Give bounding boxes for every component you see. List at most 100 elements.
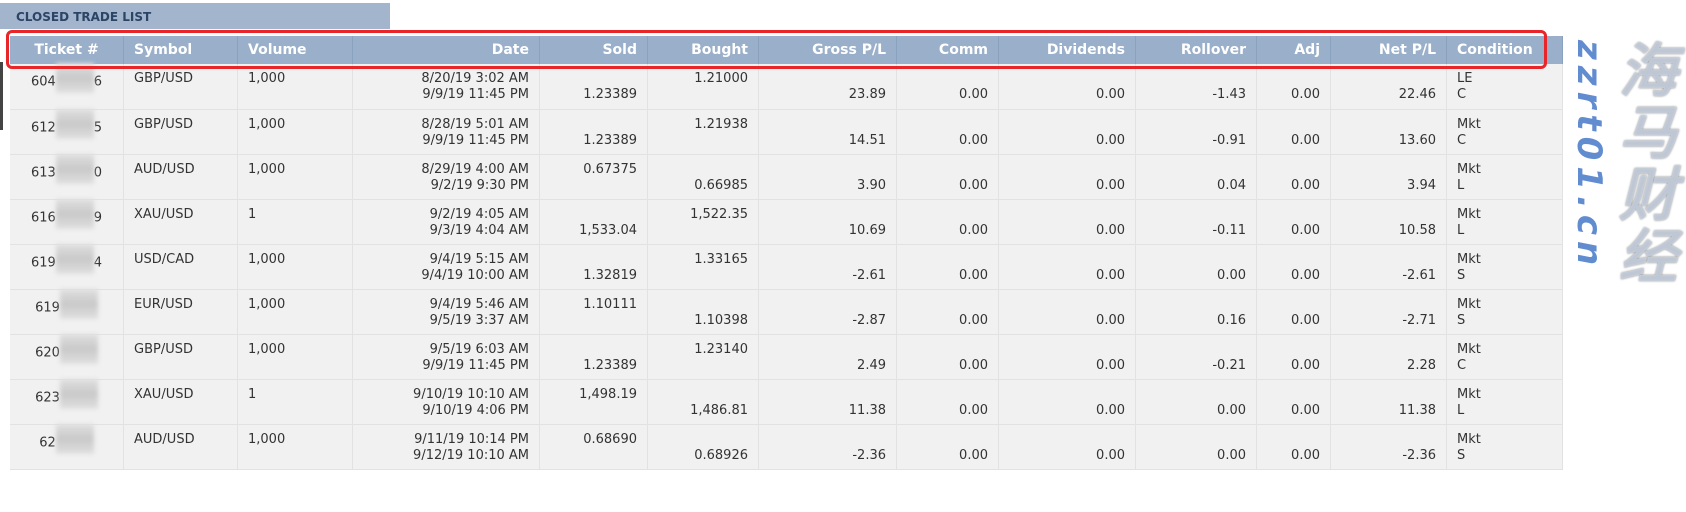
sold-cell: 1.32819 [539,244,648,290]
comm-cell: 0.00 [896,64,999,110]
volume-cell: 1,000 [237,109,353,155]
ticket-prefix: 62 [39,435,56,450]
col-adj[interactable]: Adj [1256,36,1331,64]
ticket-suffix: 5 [93,120,103,135]
table-row[interactable]: 619 EUR/USD 1,000 9/4/19 5:46 AM 9/5/19 3:37… [10,288,1563,335]
col-rollover[interactable]: Rollover [1135,36,1257,64]
col-sold[interactable]: Sold [539,36,648,64]
adj-cell: 0.00 [1256,334,1331,380]
bought-cell: 1.33165 [647,244,759,290]
condition-cell-line1: Mkt [1457,161,1481,177]
ticket-redaction [55,63,94,93]
condition-cell: Mkt L [1446,199,1563,245]
adj-cell-value: 0.00 [1291,402,1320,418]
ticket-suffix: 4 [93,255,103,270]
table-row[interactable]: 613 0 AUD/USD 1,000 8/29/19 4:00 AM 9/2/19 9:… [10,153,1563,200]
sold-cell-line2: 1.23389 [583,132,637,148]
sold-cell: 1.23389 [539,109,648,155]
col-dividends[interactable]: Dividends [998,36,1136,64]
volume-cell: 1,000 [237,64,353,110]
condition-cell-line1: Mkt [1457,206,1481,222]
date-cell-line2: 9/5/19 3:37 AM [429,312,529,328]
ticket-cell: 623 [10,378,124,425]
bought-cell-line2: 0.68926 [694,447,748,463]
table-row[interactable]: 620 GBP/USD 1,000 9/5/19 6:03 AM 9/9/19 11:4… [10,333,1563,380]
net-pl-cell: 11.38 [1330,379,1447,425]
col-comm[interactable]: Comm [896,36,999,64]
symbol-cell: XAU/USD [123,379,238,425]
sold-cell-line1 [550,342,637,358]
table-row[interactable]: 616 9 XAU/USD 1 9/2/19 4:05 AM 9/3/19 4:04 AM… [10,198,1563,245]
volume-cell: 1,000 [237,334,353,380]
comm-cell-value: 0.00 [959,312,988,328]
symbol-cell: GBP/USD [123,64,238,110]
sold-cell-line1: 0.68690 [583,431,637,447]
ticket-redaction [55,198,94,229]
sold-cell-line2: 1.32819 [583,267,637,283]
closed-trade-list-title: CLOSED TRADE LIST [0,3,390,29]
sold-cell-line2: 1.23389 [583,357,637,373]
gross-pl-cell: 2.49 [758,334,897,380]
rollover-cell-value: -0.21 [1212,357,1246,373]
sold-cell: 1.23389 [539,64,648,110]
comm-cell: 0.00 [896,424,999,470]
bought-cell: 1,522.35 [647,199,759,245]
volume-cell: 1,000 [237,424,353,470]
sold-cell-line1 [550,207,637,223]
col-symbol[interactable]: Symbol [123,36,238,64]
symbol-cell: AUD/USD [123,154,238,200]
date-cell-line2: 9/12/19 10:10 AM [413,447,529,463]
ticket-redaction [55,153,94,184]
comm-cell-value: 0.00 [959,402,988,418]
gross-pl-cell-value: -2.36 [852,447,886,463]
rollover-cell-value: 0.00 [1217,267,1246,283]
col-net-pl[interactable]: Net P/L [1330,36,1447,64]
col-date[interactable]: Date [352,36,540,64]
ticket-cell: 613 0 [10,153,124,200]
ticket-redaction [55,108,94,139]
dividends-cell: 0.00 [998,424,1136,470]
sold-cell-line2 [550,178,637,194]
gross-pl-cell-value: 14.51 [848,132,886,148]
condition-cell: Mkt L [1446,154,1563,200]
net-pl-cell: -2.71 [1330,289,1447,335]
ticket-cell: 616 9 [10,198,124,245]
table-row[interactable]: 612 5 GBP/USD 1,000 8/28/19 5:01 AM 9/9/19 11… [10,108,1563,155]
date-cell: 9/10/19 10:10 AM 9/10/19 4:06 PM [352,379,540,425]
ticket-suffix: 0 [93,165,103,180]
col-volume[interactable]: Volume [237,36,353,64]
bought-cell-line1: 1.23140 [694,341,748,357]
table-row[interactable]: 619 4 USD/CAD 1,000 9/4/19 5:15 AM 9/4/19 10:… [10,243,1563,290]
dividends-cell: 0.00 [998,289,1136,335]
table-row[interactable]: 604 6 GBP/USD 1,000 8/20/19 3:02 AM 9/9/19 11… [10,63,1563,110]
gross-pl-cell-value: -2.61 [852,267,886,283]
table-row[interactable]: 623 XAU/USD 1 9/10/19 10:10 AM 9/10/19 4:06 … [10,378,1563,425]
dividends-cell: 0.00 [998,244,1136,290]
bought-cell-line2: 1,486.81 [690,402,748,418]
col-gross-pl[interactable]: Gross P/L [758,36,897,64]
comm-cell: 0.00 [896,379,999,425]
gross-pl-cell-value: 3.90 [857,177,886,193]
condition-cell-line2: C [1457,132,1467,148]
left-edge-scrollbar [0,62,3,130]
ticket-redaction [55,423,94,454]
date-cell: 9/2/19 4:05 AM 9/3/19 4:04 AM [352,199,540,245]
condition-cell-line2: S [1457,447,1466,463]
ticket-prefix: 619 [35,300,60,315]
col-condition[interactable]: Condition [1446,36,1563,64]
ticket-redaction [59,333,98,364]
bought-cell-line1 [658,432,748,448]
date-cell-line1: 8/28/19 5:01 AM [421,116,529,132]
net-pl-cell: 22.46 [1330,64,1447,110]
col-ticket[interactable]: Ticket # [10,36,124,64]
net-pl-cell-value: 13.60 [1398,132,1436,148]
col-bought[interactable]: Bought [647,36,759,64]
ticket-cell: 612 5 [10,108,124,155]
condition-cell-line2: S [1457,312,1466,328]
condition-cell: Mkt C [1446,334,1563,380]
sold-cell: 1,533.04 [539,199,648,245]
table-row[interactable]: 62 AUD/USD 1,000 9/11/19 10:14 PM 9/12/19 10… [10,423,1563,470]
ticket-prefix: 623 [35,390,60,405]
condition-cell-line2: L [1457,222,1465,238]
comm-cell: 0.00 [896,334,999,380]
